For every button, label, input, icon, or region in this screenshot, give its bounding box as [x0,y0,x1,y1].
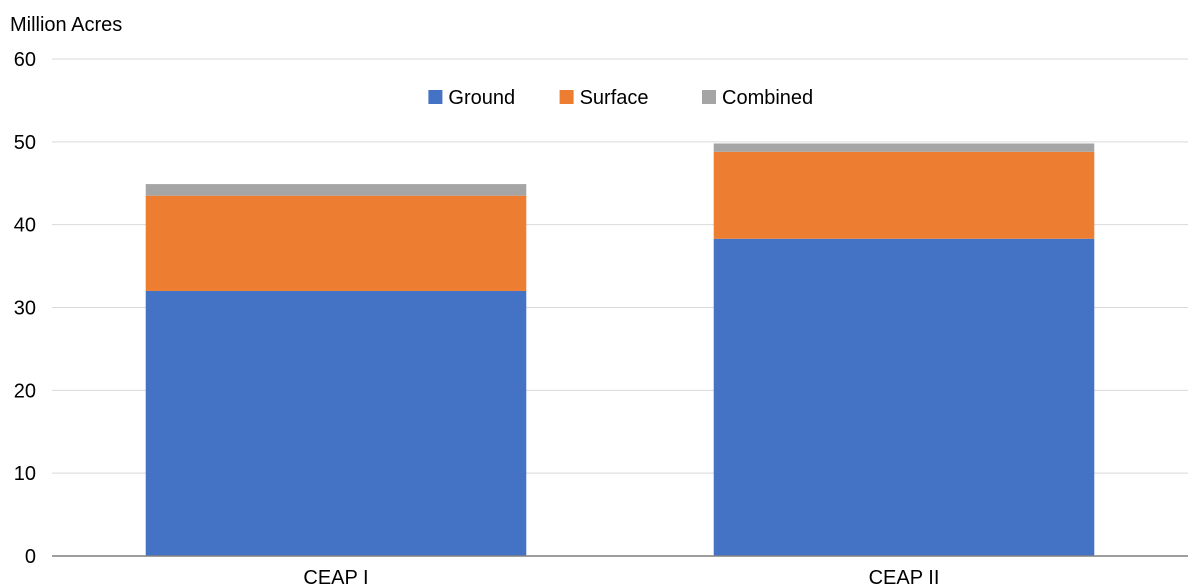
axes: 0 10 20 30 40 50 60 CEAP I CEAP II [14,49,1188,588]
bar-segment [713,143,1095,152]
legend-swatch [702,90,716,104]
y-axis-title: Million Acres [10,14,123,36]
y-tick-label: 40 [14,215,36,237]
y-tick-label: 10 [14,463,36,485]
bar-segment [713,151,1095,239]
legend-label: Surface [580,87,649,109]
x-tick-label: CEAP II [869,567,940,588]
y-tick-label: 0 [25,546,36,568]
legend-label: Combined [722,87,813,109]
bar-segment [145,195,527,291]
y-tick-label: 60 [14,49,36,71]
bars [145,143,1095,556]
bar-segment [145,290,527,556]
legend-swatch [428,90,443,104]
x-tick-label: CEAP I [303,567,368,588]
bar-segment [145,184,527,196]
legend: Ground Surface Combined [428,87,813,109]
legend-swatch [559,90,574,104]
y-tick-label: 30 [14,298,36,320]
y-tick-label: 20 [14,380,36,402]
y-tick-label: 50 [14,132,36,154]
legend-label: Ground [448,87,515,109]
bar-segment [713,238,1095,556]
